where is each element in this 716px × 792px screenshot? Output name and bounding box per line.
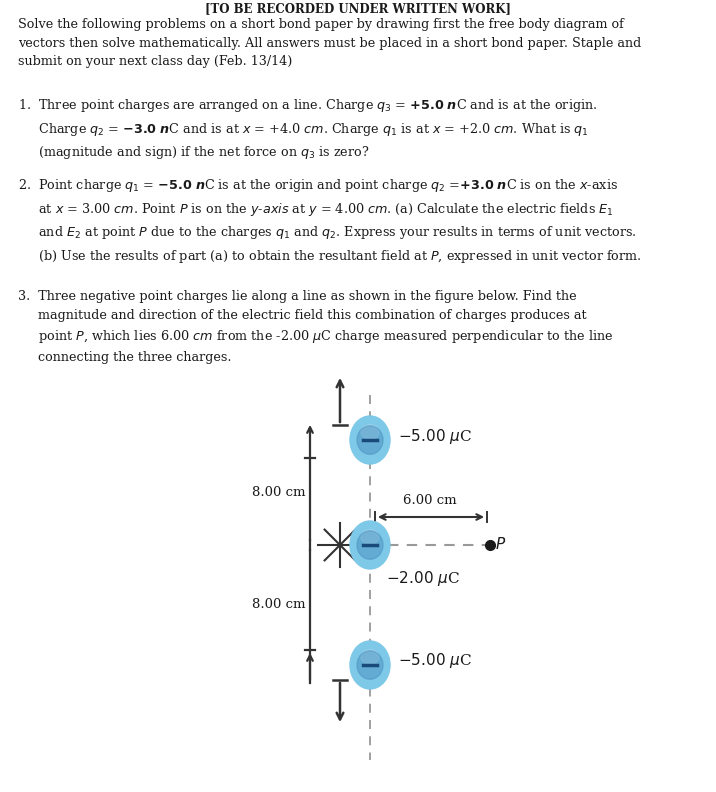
Ellipse shape bbox=[361, 530, 379, 544]
Ellipse shape bbox=[361, 650, 379, 664]
Text: $-5.00\ \mu$C: $-5.00\ \mu$C bbox=[398, 427, 472, 445]
Text: 3.  Three negative point charges lie along a line as shown in the figure below. : 3. Three negative point charges lie alon… bbox=[18, 290, 613, 364]
Ellipse shape bbox=[357, 425, 383, 455]
Text: Solve the following problems on a short bond paper by drawing first the free bod: Solve the following problems on a short … bbox=[18, 18, 642, 68]
Text: 8.00 cm: 8.00 cm bbox=[251, 486, 305, 499]
Ellipse shape bbox=[361, 425, 379, 439]
Text: 1.  Three point charges are arranged on a line. Charge $\boldsymbol{q_3}$ = $\bo: 1. Three point charges are arranged on a… bbox=[18, 97, 597, 162]
Text: [TO BE RECORDED UNDER WRITTEN WORK]: [TO BE RECORDED UNDER WRITTEN WORK] bbox=[205, 2, 511, 15]
Ellipse shape bbox=[357, 651, 383, 680]
Text: $-2.00\ \mu$C: $-2.00\ \mu$C bbox=[386, 569, 460, 588]
Ellipse shape bbox=[357, 531, 383, 559]
Text: $-5.00\ \mu$C: $-5.00\ \mu$C bbox=[398, 652, 472, 671]
Text: 6.00 cm: 6.00 cm bbox=[403, 494, 457, 507]
Ellipse shape bbox=[350, 416, 390, 464]
Text: $P$: $P$ bbox=[495, 536, 506, 552]
Ellipse shape bbox=[350, 521, 390, 569]
Ellipse shape bbox=[350, 641, 390, 689]
Text: 2.  Point charge $\boldsymbol{q_1}$ = $\boldsymbol{-5.0}$ $\boldsymbol{n}$C is a: 2. Point charge $\boldsymbol{q_1}$ = $\b… bbox=[18, 177, 642, 265]
Text: 8.00 cm: 8.00 cm bbox=[251, 599, 305, 611]
